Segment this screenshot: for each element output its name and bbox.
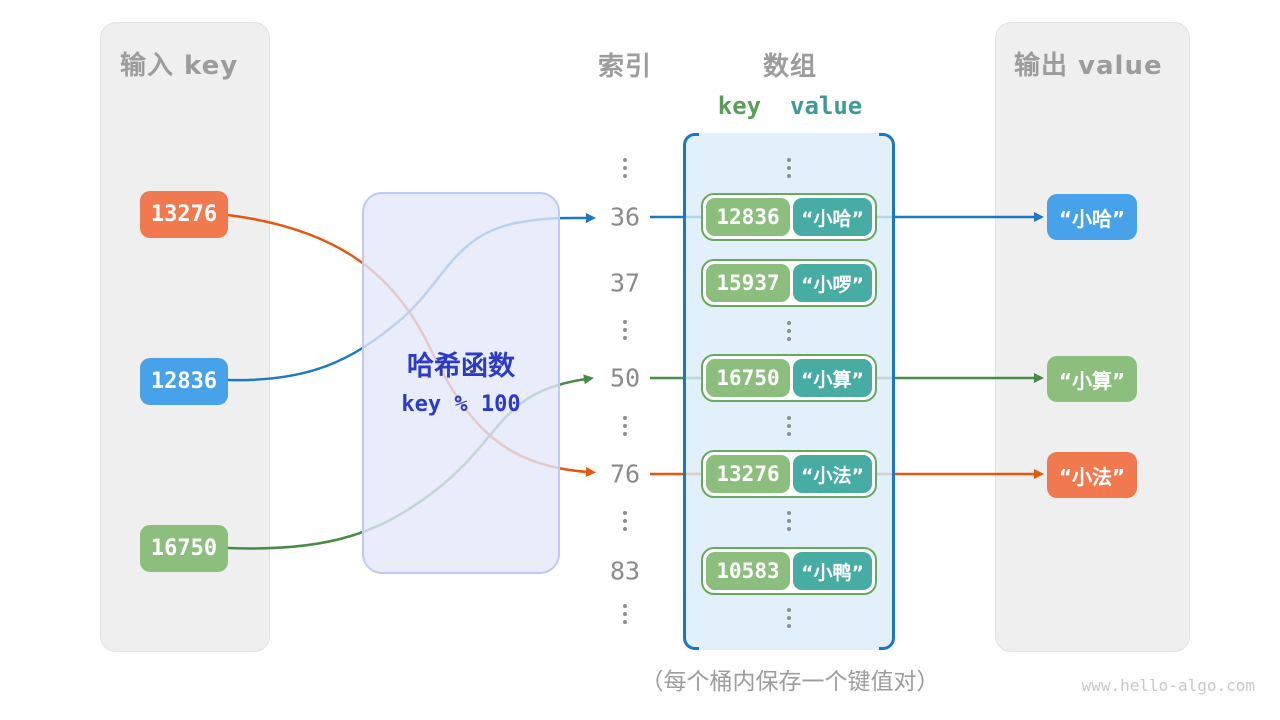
- ellipsis-dots: [623, 320, 627, 340]
- index-83: 83: [609, 556, 641, 586]
- bucket-value: “小算”: [793, 359, 872, 397]
- array-column-title: 数组: [762, 52, 818, 82]
- bucket-row-50: 16750 “小算”: [701, 354, 877, 402]
- ellipsis-dots: [787, 416, 791, 436]
- ellipsis-dots: [623, 604, 627, 624]
- hash-function-box: [362, 192, 560, 574]
- hash-function-title: 哈希函数: [407, 351, 515, 382]
- bucket-key: 13276: [706, 455, 790, 493]
- input-key-12836: 12836: [140, 358, 228, 405]
- bucket-value: “小鸭”: [793, 552, 872, 590]
- input-key-16750: 16750: [140, 525, 228, 572]
- ellipsis-dots: [787, 608, 791, 628]
- caption: （每个桶内保存一个键值对）: [640, 669, 940, 695]
- index-37: 37: [609, 268, 641, 298]
- output-value-xiaosuan: “小算”: [1047, 356, 1137, 402]
- index-76: 76: [609, 459, 641, 489]
- index-36: 36: [609, 202, 641, 232]
- bucket-value: “小哈”: [793, 198, 872, 236]
- bucket-key: 12836: [706, 198, 790, 236]
- bucket-key: 16750: [706, 359, 790, 397]
- output-value-xiaofa: “小法”: [1047, 452, 1137, 498]
- input-key-13276: 13276: [140, 191, 228, 238]
- bucket-row-36: 12836 “小哈”: [701, 193, 877, 241]
- ellipsis-dots: [623, 511, 627, 531]
- output-value-xiaoha: “小哈”: [1047, 194, 1137, 240]
- bucket-value: “小法”: [793, 455, 872, 493]
- index-50: 50: [609, 363, 641, 393]
- ellipsis-dots: [787, 158, 791, 178]
- key-header: key: [717, 92, 762, 120]
- watermark: www.hello-algo.com: [1081, 676, 1255, 695]
- bucket-row-37: 15937 “小啰”: [701, 259, 877, 307]
- value-header: value: [790, 92, 863, 120]
- bucket-key: 10583: [706, 552, 790, 590]
- bucket-row-83: 10583 “小鸭”: [701, 547, 877, 595]
- output-value-panel: [995, 22, 1190, 652]
- ellipsis-dots: [623, 158, 627, 178]
- index-column-title: 索引: [597, 52, 653, 82]
- ellipsis-dots: [787, 321, 791, 341]
- key-value-header: key value: [718, 92, 863, 120]
- input-panel-title: 输入 key: [120, 51, 239, 81]
- ellipsis-dots: [787, 511, 791, 531]
- bucket-key: 15937: [706, 264, 790, 302]
- ellipsis-dots: [623, 416, 627, 436]
- bucket-value: “小啰”: [793, 264, 872, 302]
- output-panel-title: 输出 value: [1014, 51, 1163, 81]
- bucket-row-76: 13276 “小法”: [701, 450, 877, 498]
- hash-function-formula: key % 100: [401, 392, 521, 417]
